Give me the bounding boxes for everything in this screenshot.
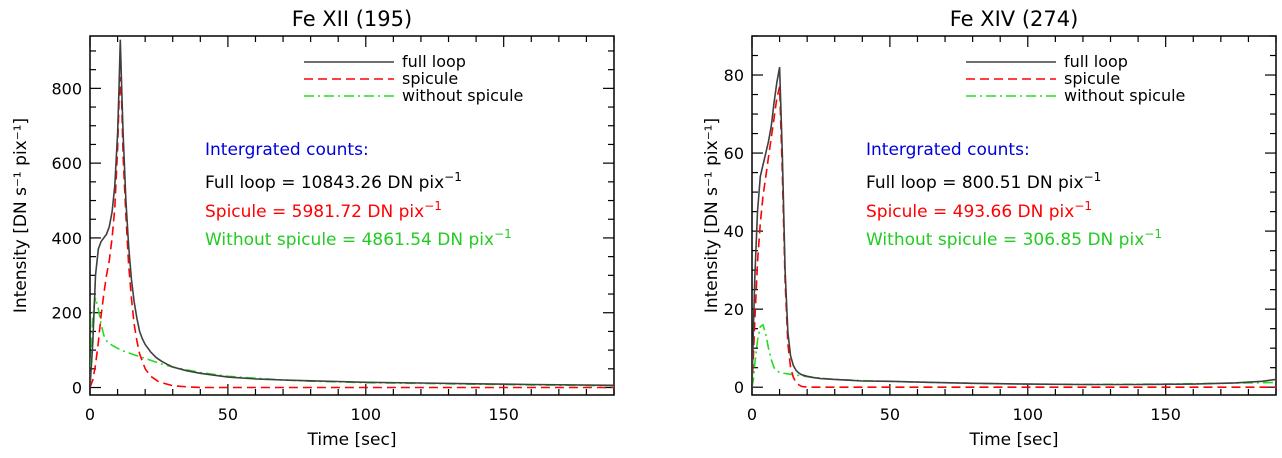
series-line-spicule	[90, 77, 614, 389]
annotation-without-exponent: −1	[494, 227, 512, 241]
x-tick-label: 0	[85, 405, 95, 424]
annotation-without-unit: DN pix	[1082, 230, 1144, 250]
annotation-full-unit: DN pix	[382, 173, 444, 193]
y-tick-label: 600	[51, 154, 82, 173]
y-tick-label: 400	[51, 229, 82, 248]
annotation-spicule-prefix: Spicule =	[205, 202, 292, 222]
y-tick-label: 800	[51, 79, 82, 98]
x-tick-label: 100	[351, 405, 382, 424]
annotation-without-exponent: −1	[1144, 227, 1162, 241]
series-line-without-spicule	[752, 323, 1276, 388]
series-line-full-loop	[752, 67, 1276, 388]
chart-title: Fe XIV (274)	[950, 7, 1079, 31]
x-tick-label: 150	[1150, 405, 1181, 424]
panel-fe-xiv: Fe XIV (274) 0 50 100 150 0 20 40 60 80 Time [sec]…	[702, 7, 1277, 450]
x-tick-label: 100	[1013, 405, 1044, 424]
series-line-full-loop	[90, 39, 614, 388]
annotation-spicule-exponent: −1	[1074, 199, 1092, 213]
y-tick-label: 0	[72, 379, 82, 398]
annotation-full-prefix: Full loop =	[866, 173, 962, 193]
annotation-heading: Intergrated counts:	[866, 140, 1030, 160]
annotation-spicule-value: 5981.72	[292, 202, 362, 222]
y-tick-label: 60	[724, 144, 744, 163]
annotation-heading: Intergrated counts:	[205, 140, 369, 160]
y-tick-label: 20	[724, 300, 744, 319]
plot-frame	[89, 35, 615, 396]
x-axis-label: Time [sec]	[969, 430, 1059, 450]
series-line-without-spicule	[90, 297, 614, 388]
y-tick-label: 0	[734, 378, 744, 397]
legend-label: spicule	[402, 69, 458, 88]
annotation-full-line: Full loop = 800.51 DN pix−1	[866, 170, 1101, 193]
x-tick-label: 150	[488, 405, 519, 424]
annotation-full-value: 10843.26	[301, 173, 382, 193]
annotation-full-unit: DN pix	[1021, 173, 1083, 193]
annotation-spicule-unit: DN pix	[362, 202, 424, 222]
annotation-full-exponent: −1	[444, 170, 462, 184]
y-axis-label: Intensity [DN s⁻¹ pix⁻¹]	[11, 118, 31, 313]
annotation-without-unit: DN pix	[432, 230, 494, 250]
panel-fe-xii: Fe XII (195) 0 50 100 150 0 200 400 600 800 Time […	[11, 7, 615, 450]
x-axis-label: Time [sec]	[307, 430, 397, 450]
x-tick-label: 50	[218, 405, 238, 424]
chart-title: Fe XII (195)	[292, 7, 412, 31]
annotation-without-line: Without spicule = 306.85 DN pix−1	[866, 227, 1162, 250]
y-tick-label: 40	[724, 222, 744, 241]
annotation-spicule-prefix: Spicule =	[866, 202, 953, 222]
annotation-full-prefix: Full loop =	[205, 173, 301, 193]
annotation-spicule-line: Spicule = 5981.72 DN pix−1	[205, 199, 442, 222]
y-tick-label: 80	[724, 66, 744, 85]
legend-label: without spicule	[1064, 86, 1185, 105]
y-axis-label: Intensity [DN s⁻¹ pix⁻¹]	[702, 118, 722, 313]
legend-label: full loop	[1064, 52, 1128, 71]
annotation-full-line: Full loop = 10843.26 DN pix−1	[205, 170, 462, 193]
annotation-without-value: 4861.54	[362, 230, 432, 250]
annotation-without-line: Without spicule = 4861.54 DN pix−1	[205, 227, 512, 250]
annotation-spicule-exponent: −1	[424, 199, 442, 213]
annotation-without-prefix: Without spicule =	[866, 230, 1023, 250]
x-tick-label: 0	[747, 405, 757, 424]
annotation-without-prefix: Without spicule =	[205, 230, 362, 250]
annotation-full-exponent: −1	[1084, 170, 1102, 184]
y-tick-label: 200	[51, 304, 82, 323]
legend-label: full loop	[402, 52, 466, 71]
legend-label: spicule	[1064, 69, 1120, 88]
legend-label: without spicule	[402, 86, 523, 105]
annotation-spicule-unit: DN pix	[1012, 202, 1074, 222]
annotation-without-value: 306.85	[1023, 230, 1082, 250]
x-tick-label: 50	[880, 405, 900, 424]
annotation-spicule-value: 493.66	[953, 202, 1012, 222]
annotation-spicule-line: Spicule = 493.66 DN pix−1	[866, 199, 1092, 222]
plot-frame	[751, 35, 1277, 396]
annotation-full-value: 800.51	[962, 173, 1021, 193]
